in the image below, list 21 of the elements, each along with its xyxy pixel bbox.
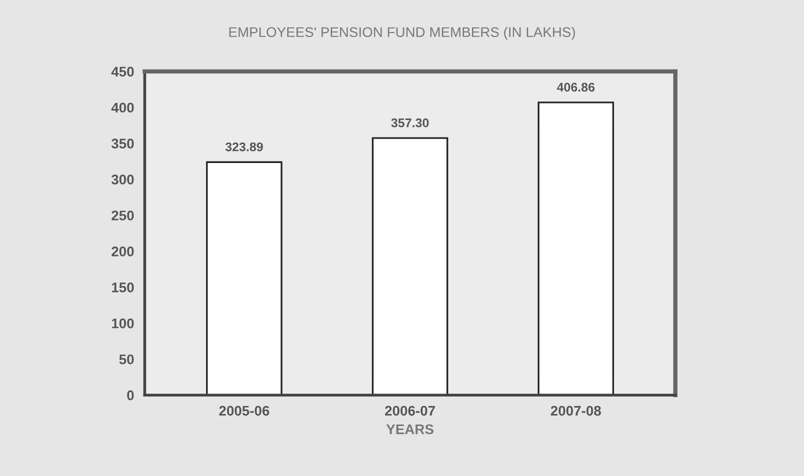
x-axis-title: YEARS <box>386 424 434 434</box>
x-tick-label: 2006-07 <box>385 406 435 416</box>
chart-title: EMPLOYEES' PENSION FUND MEMBERS (IN LAKHS) <box>229 26 575 40</box>
data-label: 357.30 <box>391 118 429 128</box>
y-tick-label: 50 <box>119 354 134 364</box>
y-tick-label: 0 <box>127 390 134 400</box>
y-tick-label: 250 <box>112 210 134 220</box>
y-tick-label: 100 <box>112 318 134 328</box>
y-tick-label: 200 <box>112 246 134 256</box>
bar <box>206 161 282 396</box>
x-tick-label: 2007-08 <box>550 406 601 416</box>
y-tick-label: 150 <box>112 282 134 292</box>
bar <box>538 102 614 396</box>
x-tick-label: 2005-06 <box>219 406 270 416</box>
data-label: 406.86 <box>556 82 595 92</box>
y-tick-label: 300 <box>111 174 134 184</box>
data-label: 323.89 <box>225 142 263 152</box>
y-tick-label: 450 <box>111 66 134 77</box>
bar <box>372 137 448 396</box>
y-tick-label: 350 <box>111 138 134 149</box>
y-tick-label: 400 <box>111 102 134 113</box>
